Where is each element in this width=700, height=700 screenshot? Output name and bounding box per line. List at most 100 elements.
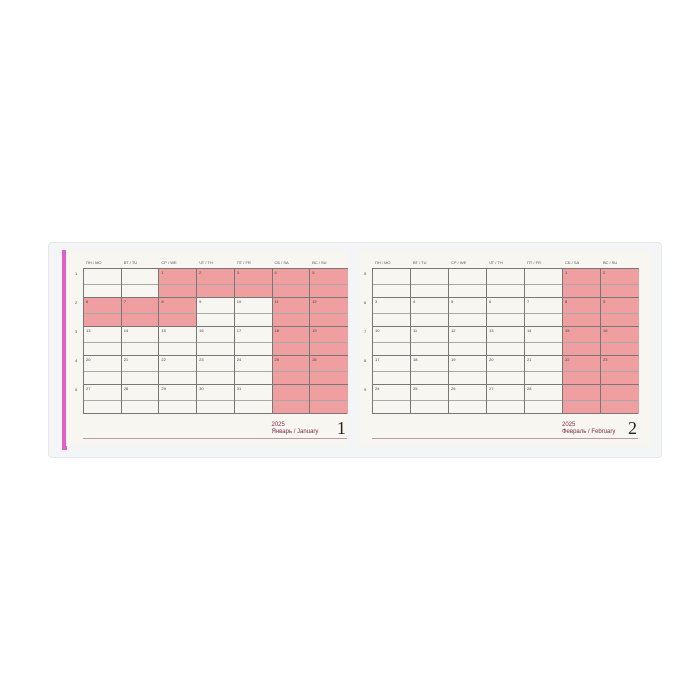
cell-divider [601, 341, 639, 343]
month-year: 2025 [271, 422, 285, 428]
cell-divider [449, 312, 487, 314]
grid-bottom-line [372, 413, 638, 414]
day-cell: 12 [448, 326, 487, 356]
day-number: 11 [413, 328, 418, 333]
day-number: 25 [274, 357, 279, 362]
weekday-header: СР / WE [451, 260, 467, 265]
day-cell: 15 [158, 326, 198, 356]
day-number: 9 [603, 299, 606, 304]
day-number: 6 [489, 299, 492, 304]
month-name: Январь / January [271, 429, 319, 435]
day-cell [562, 384, 601, 414]
day-number: 2 [199, 270, 202, 275]
day-cell: 9 [600, 297, 639, 327]
cell-divider [197, 370, 235, 372]
day-number: 12 [312, 299, 317, 304]
day-number: 2 [603, 270, 606, 275]
cell-divider [121, 312, 160, 314]
day-cell [524, 268, 563, 298]
cell-divider [525, 370, 563, 372]
day-number: 27 [86, 386, 91, 391]
day-number: 20 [489, 357, 494, 362]
weekday-header: СР / WE [161, 260, 177, 265]
cell-divider [449, 283, 487, 285]
day-number: 25 [413, 386, 418, 391]
cell-divider [121, 399, 160, 401]
cell-divider [601, 370, 639, 372]
day-number: 5 [312, 270, 315, 275]
day-cell: 27 [83, 384, 122, 414]
day-number: 10 [236, 299, 242, 304]
day-number: 5 [451, 299, 454, 304]
cell-divider [234, 341, 273, 343]
day-number: 23 [603, 357, 608, 362]
cell-divider [411, 283, 449, 285]
cell-divider [272, 370, 311, 372]
day-number: 24 [236, 357, 242, 362]
day-cell: 9 [196, 297, 235, 327]
month-name: Февраль / February [562, 429, 616, 435]
day-number: 18 [413, 357, 418, 362]
week-number: 6 [364, 300, 367, 305]
cell-divider [525, 341, 563, 343]
day-cell [271, 384, 311, 414]
day-cell: 15 [562, 326, 601, 356]
cell-divider [84, 399, 122, 401]
cell-divider [411, 370, 449, 372]
day-cell: 16 [196, 326, 235, 356]
cell-divider [310, 283, 348, 285]
page-bottom-line [372, 438, 638, 439]
cell-divider [373, 341, 411, 343]
day-cell: 16 [600, 326, 639, 356]
week-number: 5 [364, 271, 367, 276]
day-number: 31 [236, 386, 242, 391]
day-number: 8 [565, 299, 568, 304]
day-number: 14 [527, 328, 532, 333]
day-number: 29 [161, 386, 166, 391]
day-cell: 24 [233, 355, 273, 385]
cell-divider [310, 341, 348, 343]
cell-divider [563, 370, 601, 372]
cell-divider [449, 370, 487, 372]
day-number: 19 [451, 357, 456, 362]
day-cell: 17 [233, 326, 273, 356]
day-number: 19 [312, 328, 317, 333]
cell-divider [272, 399, 311, 401]
cell-divider [272, 283, 311, 285]
day-cell [410, 268, 449, 298]
day-number: 13 [86, 328, 91, 333]
day-cell: 24 [372, 384, 411, 414]
day-number: 16 [603, 328, 608, 333]
day-number: 13 [489, 328, 494, 333]
cell-divider [563, 283, 601, 285]
day-cell: 12 [309, 297, 348, 327]
page-bottom-line [83, 438, 347, 439]
day-cell: 10 [372, 326, 411, 356]
day-cell: 31 [233, 384, 273, 414]
day-number: 17 [236, 328, 242, 333]
week-number: 3 [75, 329, 78, 334]
cell-divider [197, 341, 235, 343]
cell-divider [487, 370, 525, 372]
cell-divider [411, 399, 449, 401]
weekday-header: ЧТ / TH [489, 260, 503, 265]
cell-divider [525, 312, 563, 314]
day-cell: 22 [158, 355, 198, 385]
day-number: 21 [123, 357, 129, 362]
cell-divider [373, 283, 411, 285]
cell-divider [197, 283, 235, 285]
day-cell [486, 268, 525, 298]
page-february: ПН / MO ВТ / TU СР / WE ЧТ / TH ПТ / FR СБ / … [360, 250, 652, 446]
cell-divider [84, 283, 122, 285]
day-number: 22 [161, 357, 166, 362]
day-cell: 11 [410, 326, 449, 356]
cell-divider [310, 399, 348, 401]
cell-divider [487, 341, 525, 343]
pink-page-edge [62, 250, 67, 450]
cell-divider [563, 312, 601, 314]
day-cell: 26 [448, 384, 487, 414]
cell-divider [487, 283, 525, 285]
day-cell [372, 268, 411, 298]
weekday-header: ПН / MO [375, 260, 391, 265]
day-cell: 28 [120, 384, 160, 414]
